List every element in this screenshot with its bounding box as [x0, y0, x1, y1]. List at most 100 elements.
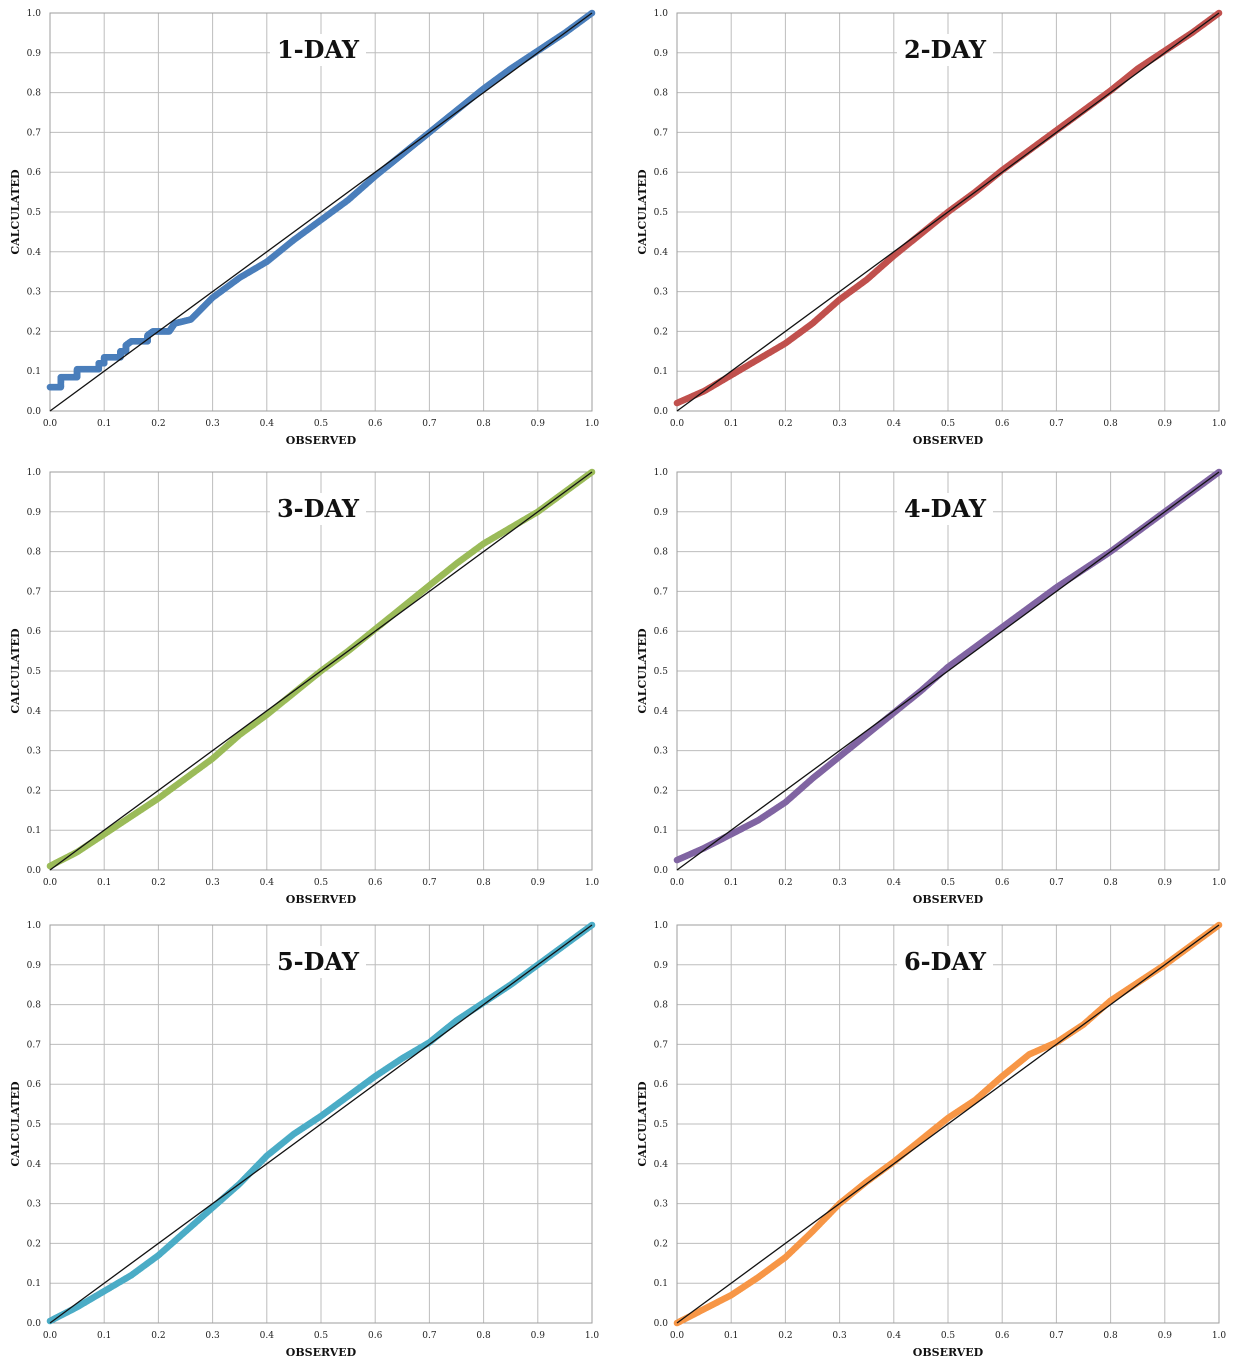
chart-title: 2-DAY — [904, 35, 987, 64]
y-tick-label: 0.0 — [27, 1319, 42, 1329]
x-tick-label: 0.6 — [995, 1331, 1010, 1341]
x-tick-label: 0.2 — [778, 1331, 792, 1341]
x-tick-label: 0.4 — [260, 1331, 275, 1341]
y-tick-label: 0.2 — [654, 786, 668, 796]
plot-frame — [676, 924, 1220, 1324]
y-tick-label: 1.0 — [27, 921, 42, 931]
x-tick-label: 0.6 — [368, 1331, 383, 1341]
x-tick-label: 0.8 — [1103, 878, 1118, 888]
x-tick-label: 0.2 — [778, 419, 792, 429]
chart-1-day: 0.0 0.1 0.2 0.3 0.4 0.5 0.6 0.7 0.8 0.9 1.0 0.0 0.1 0… — [9, 9, 600, 447]
y-tick-label: 0.9 — [654, 508, 669, 518]
y-tick-label: 1.0 — [654, 468, 669, 478]
y-tick-label: 0.9 — [654, 961, 669, 971]
x-tick-label: 0.0 — [43, 419, 58, 429]
x-tick-label: 0.1 — [724, 419, 738, 429]
x-tick-label: 0.7 — [422, 878, 437, 888]
x-tick-label: 0.8 — [1103, 419, 1118, 429]
chart-title: 4-DAY — [904, 494, 987, 523]
y-axis-label: CALCULATED — [636, 169, 649, 255]
x-tick-label: 1.0 — [585, 419, 600, 429]
y-tick-label: 0.6 — [27, 168, 42, 178]
y-tick-label: 0.0 — [27, 407, 42, 417]
y-tick-label: 0.7 — [654, 1040, 669, 1050]
plot-frame — [676, 471, 1220, 871]
y-axis-label: CALCULATED — [636, 1081, 649, 1167]
y-tick-label: 0.8 — [654, 1001, 669, 1011]
x-tick-label: 0.3 — [205, 419, 220, 429]
x-tick-label: 0.7 — [422, 1331, 437, 1341]
chart-4-day: 0.0 0.1 0.2 0.3 0.4 0.5 0.6 0.7 0.8 0.9 1.0 0.0 0.1 0… — [636, 468, 1226, 906]
y-tick-label: 0.4 — [654, 1160, 669, 1170]
x-tick-label: 0.9 — [1158, 419, 1173, 429]
x-tick-label: 0.9 — [531, 1331, 546, 1341]
y-tick-label: 0.2 — [27, 327, 41, 337]
x-axis-label: OBSERVED — [286, 434, 357, 447]
y-tick-label: 0.1 — [654, 1279, 668, 1289]
y-tick-label: 0.9 — [654, 49, 669, 59]
x-tick-label: 1.0 — [1212, 1331, 1227, 1341]
y-axis-label: CALCULATED — [636, 628, 649, 714]
y-tick-label: 0.8 — [27, 1001, 42, 1011]
y-tick-label: 0.0 — [654, 1319, 669, 1329]
y-tick-label: 0.0 — [27, 866, 42, 876]
reference-line — [676, 471, 1220, 871]
x-tick-label: 0.5 — [314, 878, 329, 888]
plot-frame — [49, 12, 593, 412]
plot-frame — [49, 471, 593, 871]
x-axis-label: OBSERVED — [913, 434, 984, 447]
y-tick-label: 0.4 — [27, 248, 42, 258]
x-tick-label: 0.8 — [476, 1331, 491, 1341]
y-tick-label: 0.8 — [27, 89, 42, 99]
y-tick-label: 0.2 — [654, 1239, 668, 1249]
x-tick-label: 0.4 — [260, 419, 275, 429]
y-tick-label: 0.5 — [27, 208, 42, 218]
y-tick-label: 0.7 — [654, 587, 669, 597]
x-tick-label: 0.7 — [1049, 419, 1064, 429]
x-tick-label: 0.5 — [314, 1331, 329, 1341]
y-tick-label: 0.1 — [654, 826, 668, 836]
y-tick-label: 1.0 — [27, 9, 42, 19]
y-tick-label: 0.6 — [27, 627, 42, 637]
plot-frame — [676, 12, 1220, 412]
x-tick-label: 0.6 — [368, 878, 383, 888]
chart-6-day: 0.0 0.1 0.2 0.3 0.4 0.5 0.6 0.7 0.8 0.9 1.0 0.0 0.1 0… — [636, 921, 1227, 1359]
x-tick-label: 0.9 — [1158, 878, 1173, 888]
x-axis-label: OBSERVED — [286, 1346, 357, 1359]
y-tick-label: 0.5 — [27, 667, 42, 677]
x-tick-label: 0.0 — [670, 878, 685, 888]
y-tick-label: 0.3 — [654, 1200, 669, 1210]
chart-title-background — [897, 946, 993, 978]
x-tick-label: 0.4 — [260, 878, 275, 888]
y-tick-label: 0.4 — [27, 707, 42, 717]
chart-3-day: 0.0 0.1 0.2 0.3 0.4 0.5 0.6 0.7 0.8 0.9 1.0 0.0 0.1 0… — [9, 468, 600, 906]
y-tick-label: 0.6 — [654, 168, 669, 178]
y-tick-label: 0.5 — [27, 1120, 42, 1130]
x-tick-label: 0.9 — [531, 419, 546, 429]
y-tick-label: 0.6 — [654, 1080, 669, 1090]
x-tick-label: 0.7 — [1049, 878, 1064, 888]
x-tick-label: 0.8 — [476, 878, 491, 888]
reference-line — [49, 471, 593, 871]
x-tick-label: 0.1 — [724, 1331, 738, 1341]
y-tick-label: 0.8 — [654, 89, 669, 99]
y-tick-label: 0.3 — [654, 747, 669, 757]
x-tick-label: 1.0 — [585, 878, 600, 888]
y-tick-label: 0.3 — [27, 747, 42, 757]
reference-line — [49, 924, 593, 1324]
x-tick-label: 0.6 — [995, 419, 1010, 429]
x-tick-label: 0.1 — [97, 419, 111, 429]
plot-frame — [49, 924, 593, 1324]
x-tick-label: 0.3 — [205, 1331, 220, 1341]
y-tick-label: 0.2 — [27, 786, 41, 796]
x-tick-label: 0.5 — [941, 1331, 956, 1341]
y-tick-label: 0.6 — [27, 1080, 42, 1090]
x-tick-label: 0.9 — [1158, 1331, 1173, 1341]
x-tick-label: 0.0 — [670, 419, 685, 429]
x-tick-label: 0.3 — [205, 878, 220, 888]
x-tick-label: 0.2 — [151, 1331, 165, 1341]
chart-title: 6-DAY — [904, 947, 987, 976]
x-tick-label: 0.8 — [476, 419, 491, 429]
chart-2-day: 0.0 0.1 0.2 0.3 0.4 0.5 0.6 0.7 0.8 0.9 1.0 0.0 0.1 0… — [636, 9, 1226, 447]
y-tick-label: 0.1 — [27, 826, 41, 836]
